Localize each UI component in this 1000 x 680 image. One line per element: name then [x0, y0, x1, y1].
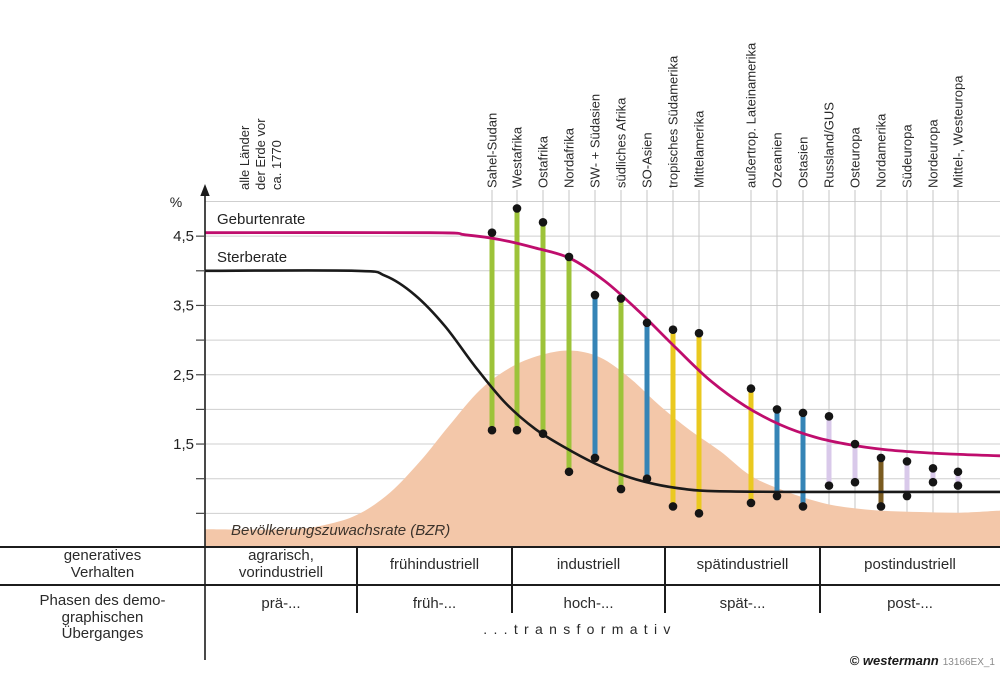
sterberate-curve [204, 269, 1000, 494]
region-label: Ostafrika [536, 135, 551, 188]
sterberate-dot [824, 481, 834, 490]
copyright-footer: © westermann 13166EX_1 [830, 653, 995, 668]
phase-cell-industriell: industriell [556, 555, 621, 573]
geburtenrate-dot [928, 464, 938, 473]
table-middle-border [0, 584, 1000, 586]
table-divider-3 [664, 547, 666, 613]
geburtenrate-dot [746, 384, 756, 393]
geburtenrate-dot [772, 405, 782, 414]
geburtenrate-dot [953, 467, 963, 477]
sterberate-label: Sterberate [217, 249, 288, 266]
y-tick-label: 2,5 [173, 367, 194, 384]
region-label: südliches Afrika [614, 97, 629, 188]
region-label: Mittel-, Westeuropa [951, 75, 966, 188]
transformativ-label: ...transformativ [483, 621, 677, 637]
geburtenrate-dot [668, 325, 678, 335]
sterberate-dot [953, 481, 963, 490]
region-label: Nordafrika [562, 127, 577, 188]
phase-cell-spaetindustriell: spätindustriell [696, 555, 789, 573]
geburtenrate-dot [798, 408, 808, 418]
region-label: Osteuropa [848, 127, 863, 188]
sterberate-dot [876, 502, 886, 511]
region-label: Sahel-Sudan [485, 113, 500, 188]
y-axis-arrow [200, 184, 210, 196]
sterberate-dot [746, 498, 756, 508]
region-label: Mittelamerika [692, 110, 707, 188]
y-tick-label: 1,5 [173, 436, 194, 453]
sterberate-dot [772, 491, 782, 501]
sterberate-dot [928, 477, 938, 487]
phase-cell-fruehindustriell: frühindustriell [389, 555, 480, 573]
phase-cell-agrarisch: agrarisch, vorindustriell [238, 547, 324, 581]
table-divider-4 [819, 547, 821, 613]
annotation-line: der Erde vor [253, 118, 268, 190]
sterberate-dot [590, 453, 600, 463]
phase-cell-post: post-... [887, 594, 933, 612]
y-axis-unit-label: % [169, 194, 183, 210]
table-top-border [0, 546, 1000, 548]
geburtenrate-label: Geburtenrate [217, 211, 306, 228]
geburtenrate-dot [487, 228, 497, 237]
sterberate-dot [512, 425, 522, 435]
y-tick-label: 4,5 [173, 228, 194, 245]
region-label: außertrop. Lateinamerika [744, 42, 759, 188]
sterberate-dot [694, 509, 704, 518]
phase-cell-spaet: spät-... [719, 594, 766, 612]
region-label: Westafrika [510, 126, 525, 188]
y-axis-tick-labels: 4,5 3,5 2,5 1,5 [173, 228, 194, 453]
region-label: Ozeanien [770, 132, 785, 188]
region-dots [487, 204, 963, 518]
y-tick-label: 3,5 [173, 297, 194, 314]
sterberate-dot [642, 474, 652, 484]
publisher-logo: © westermann [849, 653, 939, 668]
sterberate-dot [538, 429, 548, 438]
annotation-line: ca. 1770 [269, 140, 284, 190]
geburtenrate-dot [876, 453, 886, 463]
region-label: SO-Asien [640, 132, 655, 188]
sterberate-dot [798, 502, 808, 511]
region-label: Nordamerika [874, 113, 889, 188]
region-label: tropisches Südamerika [666, 55, 681, 188]
row-header-generatives-verhalten: generatives Verhalten [63, 547, 142, 581]
table-divider-1 [356, 547, 358, 613]
region-label: Nordeuropa [926, 119, 941, 188]
y-axis-ticks [196, 235, 204, 514]
pre-1770-annotation: alle Länder der Erde vor ca. 1770 [237, 118, 284, 190]
row-header-phasen: Phasen des demo- graphischen Überganges [39, 591, 166, 643]
sterberate-dot [850, 477, 860, 487]
region-label: Ostasien [796, 137, 811, 188]
sterberate-dot [668, 502, 678, 511]
geburtenrate-dot [590, 290, 600, 300]
y-axis [200, 184, 210, 660]
phase-cell-postindustriell: postindustriell [864, 555, 956, 573]
phase-cell-prae: prä-... [261, 594, 301, 612]
table-divider-2 [511, 547, 513, 613]
region-labels: Sahel-Sudan Westafrika Ostafrika Nordafrika… [485, 42, 966, 188]
sterberate-dot [902, 491, 912, 501]
region-label: Russland/GUS [822, 102, 837, 188]
sterberate-dot [616, 484, 626, 494]
geburtenrate-dot [642, 318, 652, 328]
geburtenrate-dot [902, 457, 912, 466]
region-label: Südeuropa [900, 124, 915, 188]
bzr-area-label: Bevölkerungszuwachsrate (BZR) [231, 522, 451, 539]
geburtenrate-dot [616, 294, 626, 303]
sterberate-dot [564, 467, 574, 477]
geburtenrate-dot [512, 204, 522, 213]
geburtenrate-dot [694, 328, 704, 338]
sterberate-dot [487, 425, 497, 435]
phase-cell-frueh: früh-... [412, 594, 457, 612]
geburtenrate-dot [824, 412, 834, 421]
annotation-line: alle Länder [237, 125, 252, 190]
geburtenrate-curve [204, 231, 1000, 458]
geburtenrate-dot [538, 217, 548, 227]
figure-code: 13166EX_1 [942, 657, 995, 668]
geburtenrate-dot [564, 252, 574, 262]
region-label: SW- + Südasien [588, 94, 603, 188]
rate-curves [204, 231, 1000, 494]
geburtenrate-dot [850, 439, 860, 449]
phase-cell-hoch: hoch-... [563, 594, 614, 612]
